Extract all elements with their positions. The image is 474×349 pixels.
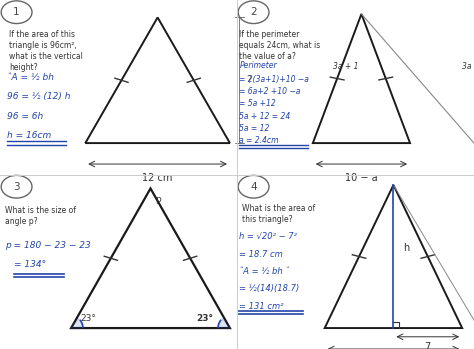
Text: If the perimeter
equals 24cm, what is
the value of a?: If the perimeter equals 24cm, what is th…	[239, 30, 320, 61]
Text: = 134°: = 134°	[14, 260, 46, 269]
Text: = 131 cm²: = 131 cm²	[239, 302, 284, 311]
Text: 10 − a: 10 − a	[345, 173, 378, 183]
Text: 23°: 23°	[197, 314, 214, 323]
Text: = ½(14)(18.7): = ½(14)(18.7)	[239, 284, 300, 294]
Text: 12 cm: 12 cm	[142, 173, 173, 183]
Polygon shape	[218, 318, 230, 328]
Text: 4: 4	[250, 182, 257, 192]
Text: h = √20² − 7²: h = √20² − 7²	[239, 232, 297, 241]
Text: 96 = ½ (12) h: 96 = ½ (12) h	[7, 92, 71, 102]
Text: What is the area of
this triangle?: What is the area of this triangle?	[242, 204, 315, 224]
Text: p: p	[155, 195, 161, 205]
Text: 96 = 6h: 96 = 6h	[7, 112, 43, 121]
Text: = 5a +12: = 5a +12	[239, 99, 276, 109]
Polygon shape	[71, 318, 83, 328]
Text: 23°: 23°	[81, 314, 96, 323]
Text: = 6a+2 +10 −a: = 6a+2 +10 −a	[239, 87, 301, 96]
Text: 5a + 12 = 24: 5a + 12 = 24	[239, 112, 291, 121]
Text: 3a + 1: 3a + 1	[462, 62, 474, 71]
Text: h: h	[403, 243, 409, 253]
Text: h = 16cm: h = 16cm	[7, 131, 51, 140]
Text: ˆA = ½ bh ˆ: ˆA = ½ bh ˆ	[239, 267, 290, 276]
Text: 7: 7	[425, 342, 431, 349]
Text: 1: 1	[13, 7, 20, 17]
Text: If the area of this
triangle is 96cm²,
what is the vertical
height?: If the area of this triangle is 96cm², w…	[9, 30, 83, 72]
Text: 5a = 12: 5a = 12	[239, 124, 270, 133]
Text: ?: ?	[246, 75, 252, 85]
Text: = 2(3a+1)+10 −a: = 2(3a+1)+10 −a	[239, 75, 309, 84]
Text: 3: 3	[13, 182, 20, 192]
Text: a = 2.4cm: a = 2.4cm	[239, 136, 279, 145]
Text: p = 180 − 23 − 23: p = 180 − 23 − 23	[5, 241, 91, 250]
Text: What is the size of
angle p?: What is the size of angle p?	[5, 206, 76, 226]
Text: ˆA = ½ bh: ˆA = ½ bh	[7, 73, 54, 82]
Text: = 18.7 cm: = 18.7 cm	[239, 250, 283, 259]
Text: 2: 2	[250, 7, 257, 17]
Text: Perimeter: Perimeter	[239, 61, 277, 70]
Text: 3a + 1: 3a + 1	[333, 62, 359, 71]
